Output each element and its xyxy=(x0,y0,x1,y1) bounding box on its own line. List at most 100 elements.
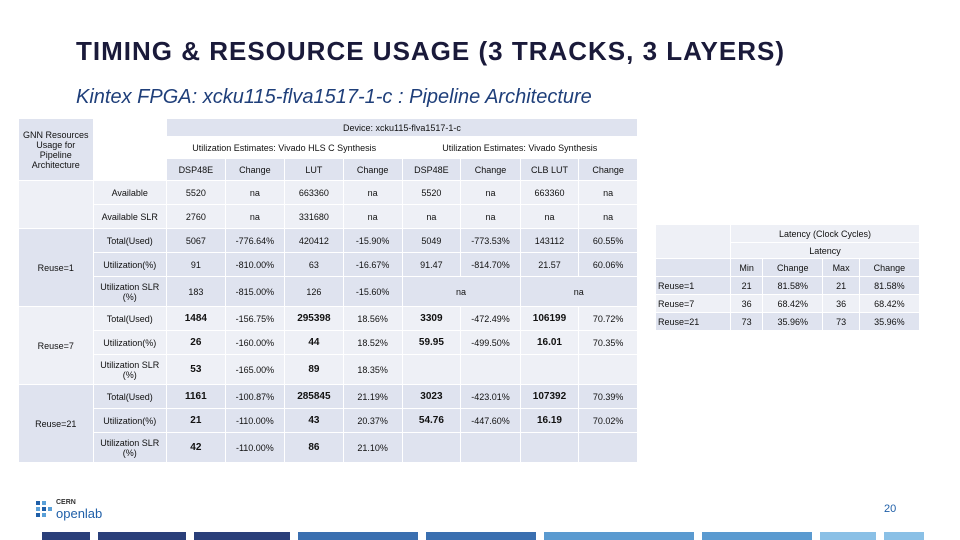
table-cell: 21.10% xyxy=(342,432,403,463)
slide-subtitle: Kintex FPGA: xcku115-flva1517-1-c : Pipe… xyxy=(76,86,592,108)
table-cell: 35.96% xyxy=(762,312,824,331)
table-cell: -815.00% xyxy=(224,276,286,307)
table-cell: 43 xyxy=(284,408,344,433)
table-cell: 143112 xyxy=(519,228,580,253)
table-cell: na xyxy=(401,204,462,229)
column-header: Max xyxy=(822,258,860,277)
footer-bar xyxy=(702,532,812,540)
group-label: Reuse=21 xyxy=(18,384,94,463)
table-cell: 89 xyxy=(284,354,344,385)
row-label: Utilization SLR (%) xyxy=(92,354,167,385)
table-cell: -156.75% xyxy=(224,306,286,331)
row-label: Reuse=7 xyxy=(655,294,731,313)
table-cell: 53 xyxy=(165,354,226,385)
table-cell: na xyxy=(460,180,521,205)
table-cell: 107392 xyxy=(519,384,580,409)
table-row: Reuse=1 Total(Used) 5067 -776.64% 420412… xyxy=(18,228,638,307)
table-cell: na xyxy=(460,204,521,229)
table-row: Utilization(%) 91 -810.00% 63 -16.67% 91… xyxy=(19,252,638,277)
table-row: Reuse=7 Total(Used) 1484 -156.75% 295398… xyxy=(18,306,638,385)
table-row: Utilization SLR (%) 42 -110.00% 86 21.10… xyxy=(19,432,638,463)
table-cell: 35.96% xyxy=(858,312,921,331)
row-label: Utilization(%) xyxy=(92,330,167,355)
table-cell: -16.67% xyxy=(342,252,403,277)
column-header: Change xyxy=(762,258,824,277)
column-header: Change xyxy=(858,258,921,277)
column-header: Change xyxy=(224,158,286,181)
table-cell: 420412 xyxy=(284,228,344,253)
table-cell: -15.90% xyxy=(342,228,403,253)
table-cell: 26 xyxy=(165,330,226,355)
table-cell: 3023 xyxy=(401,384,462,409)
table-cell: 331680 xyxy=(284,204,344,229)
table-cell: na xyxy=(342,180,403,205)
table-cell: 81.58% xyxy=(762,276,824,295)
row-label: Reuse=21 xyxy=(655,312,731,331)
row-label: Utilization SLR (%) xyxy=(92,276,167,307)
footer-bar xyxy=(544,532,694,540)
footer-bar xyxy=(884,532,924,540)
table-cell: -773.53% xyxy=(460,228,521,253)
table-row: Reuse=7 36 68.42% 36 68.42% xyxy=(655,294,921,313)
table-cell xyxy=(519,432,580,463)
table-cell: na xyxy=(578,204,638,229)
table-cell: -776.64% xyxy=(224,228,286,253)
table-cell: 91.47 xyxy=(401,252,462,277)
device-header: Device: xcku115-flva1517-1-c xyxy=(165,118,639,137)
footer-bar xyxy=(194,532,290,540)
table-row: Available SLR 2760 na 331680 na na na na… xyxy=(19,204,638,229)
table-cell: 16.19 xyxy=(519,408,580,433)
table-cell xyxy=(519,354,580,385)
table-cell: 1161 xyxy=(165,384,226,409)
footer-bar xyxy=(98,532,186,540)
footer-bar xyxy=(42,532,90,540)
row-label: Reuse=1 xyxy=(655,276,731,295)
latency-subtitle: Latency xyxy=(730,242,920,259)
table-cell: -472.49% xyxy=(460,306,521,331)
table-row: Utilization SLR (%) 53 -165.00% 89 18.35… xyxy=(19,354,638,385)
table-cell: 44 xyxy=(284,330,344,355)
hls-group-header: Utilization Estimates: Vivado HLS C Synt… xyxy=(165,136,403,159)
table-cell: 73 xyxy=(822,312,860,331)
group-label: Reuse=7 xyxy=(18,306,94,385)
table-cell xyxy=(460,432,521,463)
table-cell: 36 xyxy=(729,294,764,313)
table-cell: 91 xyxy=(165,252,226,277)
table-cell: na xyxy=(519,204,580,229)
column-header: CLB LUT xyxy=(519,158,580,181)
table-cell xyxy=(578,432,638,463)
table-cell: 68.42% xyxy=(858,294,921,313)
table-cell: 183 xyxy=(165,276,226,307)
table-cell: 20.37% xyxy=(342,408,403,433)
logo-top-text: CERN xyxy=(56,499,76,506)
table-cell: 3309 xyxy=(401,306,462,331)
openlab-logo: CERN openlab xyxy=(34,497,104,523)
table-row: Reuse=1 21 81.58% 21 81.58% xyxy=(655,276,921,295)
table-cell: 42 xyxy=(165,432,226,463)
table-cell: 73 xyxy=(729,312,764,331)
latency-title: Latency (Clock Cycles) xyxy=(730,224,920,243)
latency-table: Latency (Clock Cycles) Latency Min Chang… xyxy=(655,224,921,331)
table-cell: 60.06% xyxy=(578,252,638,277)
table-cell: -165.00% xyxy=(224,354,286,385)
table-row: Utilization(%) 21 -110.00% 43 20.37% 54.… xyxy=(19,408,638,433)
table-cell: -100.87% xyxy=(224,384,286,409)
table-row: Reuse=21 Total(Used) 1161 -100.87% 28584… xyxy=(18,384,638,463)
table-cell: na xyxy=(519,276,639,307)
table-row: Utilization SLR (%) 183 -815.00% 126 -15… xyxy=(19,276,639,307)
table-cell: 86 xyxy=(284,432,344,463)
resource-usage-table: GNN Resources Usage for Pipeline Archite… xyxy=(18,118,639,463)
column-header: DSP48E xyxy=(401,158,462,181)
table-cell: na xyxy=(224,180,286,205)
column-header: Min xyxy=(729,258,764,277)
table-cell xyxy=(401,354,462,385)
table-cell: na xyxy=(578,180,638,205)
table-cell: 663360 xyxy=(284,180,344,205)
table-cell: 106199 xyxy=(519,306,580,331)
table-cell: 21 xyxy=(729,276,764,295)
table-cell: 18.35% xyxy=(342,354,403,385)
row-label: Available SLR xyxy=(92,204,167,229)
row-label: Available xyxy=(92,180,167,205)
group-label: Reuse=1 xyxy=(18,228,94,307)
table-cell: -447.60% xyxy=(460,408,521,433)
